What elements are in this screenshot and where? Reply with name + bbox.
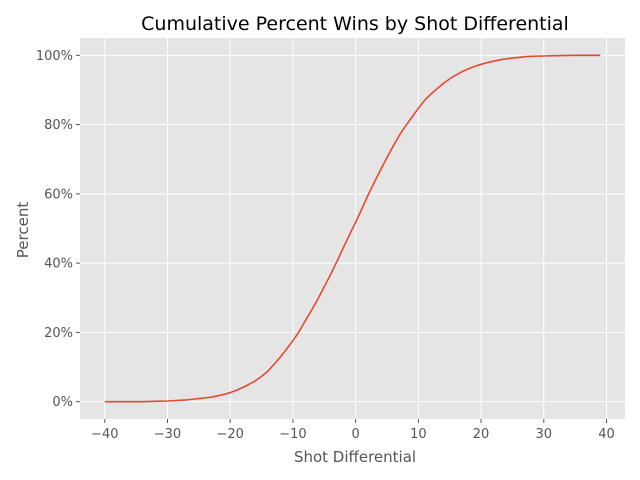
- x-tick-label: 20: [473, 427, 490, 442]
- x-tick-label: −30: [154, 427, 181, 442]
- x-tick-label: 30: [536, 427, 553, 442]
- y-tick-label: 80%: [44, 118, 73, 133]
- x-axis-title: Shot Differential: [294, 448, 416, 466]
- y-tick-label: 100%: [36, 49, 73, 64]
- x-tick-label: −10: [279, 427, 306, 442]
- series-line: [104, 54, 601, 403]
- x-tick-label: 40: [598, 427, 615, 442]
- x-tick-label: −20: [216, 427, 243, 442]
- y-axis-title: Percent: [14, 202, 32, 259]
- x-tick-label: −40: [91, 427, 118, 442]
- chart-title: Cumulative Percent Wins by Shot Differen…: [141, 13, 569, 35]
- x-tick-label: 0: [351, 427, 359, 442]
- y-tick-label: 0%: [52, 395, 73, 410]
- x-axis: −40 −30 −20 −10 0 10 20 30 40: [91, 419, 615, 442]
- grid: [80, 38, 625, 419]
- y-tick-label: 20%: [44, 326, 73, 341]
- y-tick-label: 60%: [44, 187, 73, 202]
- x-tick-label: 10: [410, 427, 427, 442]
- y-axis: 0% 20% 40% 60% 80% 100%: [36, 49, 80, 410]
- y-tick-label: 40%: [44, 257, 73, 272]
- series-group: [104, 54, 601, 403]
